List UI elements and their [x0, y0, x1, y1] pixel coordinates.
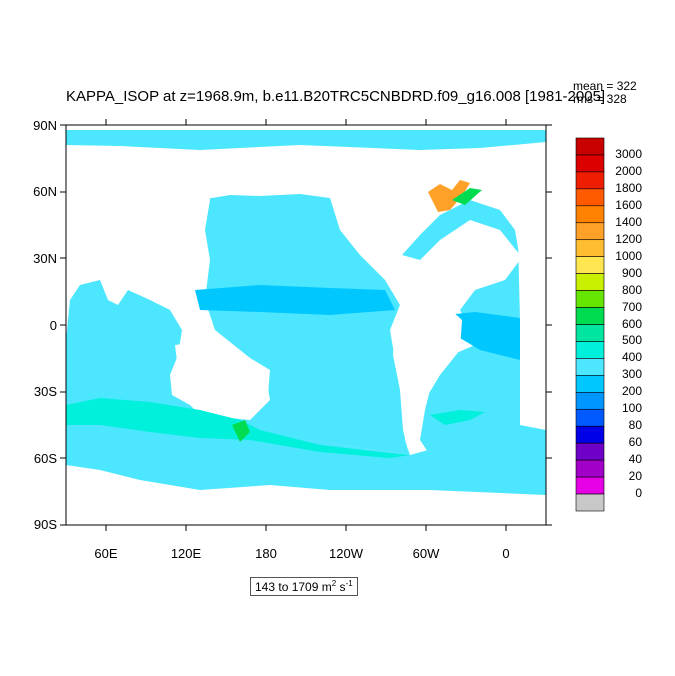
- colorbar-label: 2000: [615, 163, 642, 178]
- indian-ocean: [66, 280, 200, 420]
- colorbar-label: 3000: [615, 146, 642, 161]
- greenland-hotspot-edge: [452, 188, 482, 205]
- greenland-hotspot: [428, 180, 470, 212]
- colorbar-label: 1400: [615, 214, 642, 229]
- lat-label-0: 0: [49, 318, 57, 333]
- lat-label-30s: 30S: [33, 384, 57, 399]
- range-label: 143 to 1709 m2 s-1: [250, 577, 358, 596]
- colorbar-label: 1800: [615, 180, 642, 195]
- colorbar-swatch: [575, 341, 605, 359]
- lat-label-60s: 60S: [33, 451, 57, 466]
- colorbar-swatch: [575, 392, 605, 410]
- lon-label-180: 180: [255, 546, 277, 561]
- range-label-mid: s: [336, 580, 346, 594]
- colorbar-swatch: [575, 459, 605, 478]
- colorbar-label: 200: [621, 384, 642, 399]
- colorbar-swatch: [575, 425, 605, 444]
- lon-label-0: 0: [502, 546, 510, 561]
- mean-stat: mean = 322: [573, 79, 637, 93]
- axis-ticks: [60, 119, 552, 531]
- asia: [100, 150, 210, 290]
- pacific-equatorial-band: [195, 285, 395, 315]
- colorbar-label: 700: [621, 299, 642, 314]
- colorbar-swatch: [575, 408, 605, 427]
- colorbar-swatch: [575, 188, 605, 207]
- colorbar: [575, 137, 605, 512]
- lat-label-30n: 30N: [33, 251, 57, 266]
- range-label-sup1: 2: [331, 579, 337, 588]
- colorbar-swatch: [575, 476, 605, 495]
- atlantic-equatorial-band: [445, 312, 520, 360]
- green-patch: [232, 420, 250, 442]
- lon-label-60e: 60E: [94, 546, 118, 561]
- colorbar-swatch: [575, 154, 605, 173]
- colorbar-label: 900: [621, 265, 642, 280]
- colorbar-label: 800: [621, 282, 642, 297]
- colorbar-label: 1600: [615, 197, 642, 212]
- colorbar-label: 60: [628, 435, 642, 450]
- australia: [175, 340, 270, 410]
- colorbar-swatch: [575, 442, 605, 461]
- colorbar-swatch: [575, 239, 605, 257]
- colorbar-swatch: [575, 493, 605, 512]
- colorbar-label: 40: [628, 452, 642, 467]
- pacific-ocean: [200, 194, 410, 455]
- atlantic-ocean: [402, 200, 520, 455]
- colorbar-swatch: [575, 171, 605, 190]
- colorbar-label: 80: [628, 418, 642, 433]
- colorbar-swatch: [575, 324, 605, 342]
- colorbar-swatch: [575, 273, 605, 291]
- range-label-sup2: -1: [345, 579, 353, 588]
- colorbar-label: 300: [621, 367, 642, 382]
- colorbar-swatch: [575, 358, 605, 376]
- colorbar-swatch: [575, 375, 605, 393]
- colorbar-label: 500: [621, 333, 642, 348]
- colorbar-swatch: [575, 256, 605, 274]
- colorbar-label: 1200: [615, 231, 642, 246]
- range-label-prefix: 143 to 1709 m: [255, 580, 332, 594]
- arctic-ocean: [66, 130, 546, 150]
- colorbar-swatch: [575, 290, 605, 308]
- colorbar-label: 100: [621, 401, 642, 416]
- colorbar-label: 400: [621, 350, 642, 365]
- rms-stat: rms = 328: [573, 92, 627, 106]
- colorbar-swatch: [575, 307, 605, 325]
- colorbar-swatch: [575, 222, 605, 241]
- lat-label-60n: 60N: [33, 184, 57, 199]
- lon-label-120e: 120E: [170, 546, 202, 561]
- lat-label-90n: 90N: [33, 118, 57, 133]
- colorbar-label: 0: [635, 486, 642, 501]
- lon-label-120w: 120W: [329, 546, 363, 561]
- lat-label-90s: 90S: [33, 517, 57, 532]
- colorbar-label: 20: [628, 469, 642, 484]
- colorbar-label: 600: [621, 316, 642, 331]
- lon-label-60w: 60W: [412, 546, 440, 561]
- colorbar-swatch: [575, 205, 605, 224]
- south-america: [393, 300, 462, 450]
- plot-title: KAPPA_ISOP at z=1968.9m, b.e11.B20TRC5CN…: [66, 88, 606, 105]
- colorbar-swatch: [575, 137, 605, 156]
- atlantic-high-band: [430, 410, 485, 425]
- africa: [518, 240, 546, 420]
- colorbar-label: 1000: [615, 248, 642, 263]
- north-america: [340, 192, 430, 270]
